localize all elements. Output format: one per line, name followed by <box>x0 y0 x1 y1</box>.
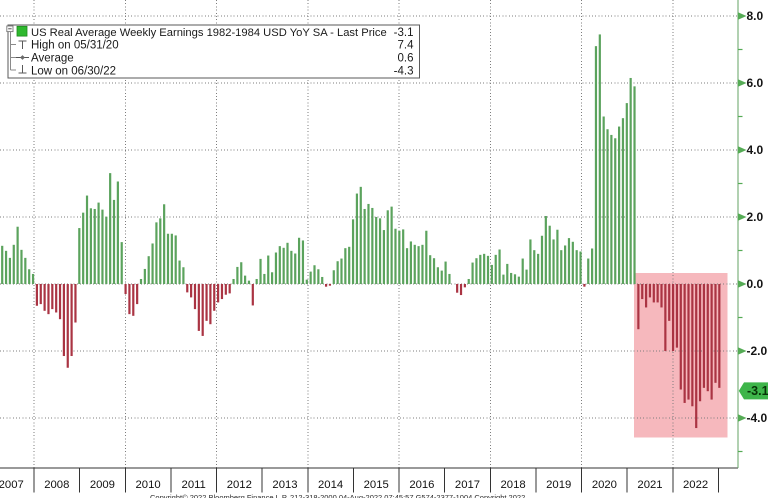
svg-text:8.0: 8.0 <box>747 9 764 23</box>
svg-text:2019: 2019 <box>546 479 571 491</box>
svg-text:2016: 2016 <box>409 479 434 491</box>
svg-text:2015: 2015 <box>364 479 389 491</box>
svg-text:2010: 2010 <box>136 479 161 491</box>
svg-text:0.6: 0.6 <box>398 53 414 65</box>
svg-text:High on 05/31/20: High on 05/31/20 <box>31 40 119 52</box>
svg-text:Copyright© 2022 Bloomberg Fina: Copyright© 2022 Bloomberg Finance L.P. 2… <box>150 493 525 498</box>
svg-text:-3.1: -3.1 <box>394 27 414 39</box>
svg-text:2022: 2022 <box>683 479 708 491</box>
svg-text:2017: 2017 <box>455 479 480 491</box>
svg-text:2021: 2021 <box>637 479 662 491</box>
svg-text:2009: 2009 <box>90 479 115 491</box>
svg-text:7.4: 7.4 <box>398 40 415 52</box>
svg-text:-4.3: -4.3 <box>394 65 414 77</box>
svg-text:2020: 2020 <box>592 479 617 491</box>
svg-text:-4.0: -4.0 <box>747 411 768 425</box>
svg-text:-3.1: -3.1 <box>747 384 768 398</box>
svg-text:0.0: 0.0 <box>747 277 764 291</box>
svg-text:-2.0: -2.0 <box>747 344 768 358</box>
svg-text:2007: 2007 <box>0 479 24 491</box>
svg-text:2014: 2014 <box>318 479 343 491</box>
svg-text:2011: 2011 <box>182 479 206 491</box>
svg-text:Average: Average <box>31 53 74 65</box>
svg-text:6.0: 6.0 <box>747 76 764 90</box>
svg-text:2018: 2018 <box>501 479 526 491</box>
svg-text:2008: 2008 <box>44 479 69 491</box>
svg-text:4.0: 4.0 <box>747 143 764 157</box>
svg-text:US Real Average Weekly Earning: US Real Average Weekly Earnings 1982-198… <box>31 27 387 39</box>
svg-text:Low on 06/30/22: Low on 06/30/22 <box>31 65 116 77</box>
svg-text:2.0: 2.0 <box>747 210 764 224</box>
svg-text:2012: 2012 <box>227 479 252 491</box>
svg-text:2013: 2013 <box>272 479 297 491</box>
